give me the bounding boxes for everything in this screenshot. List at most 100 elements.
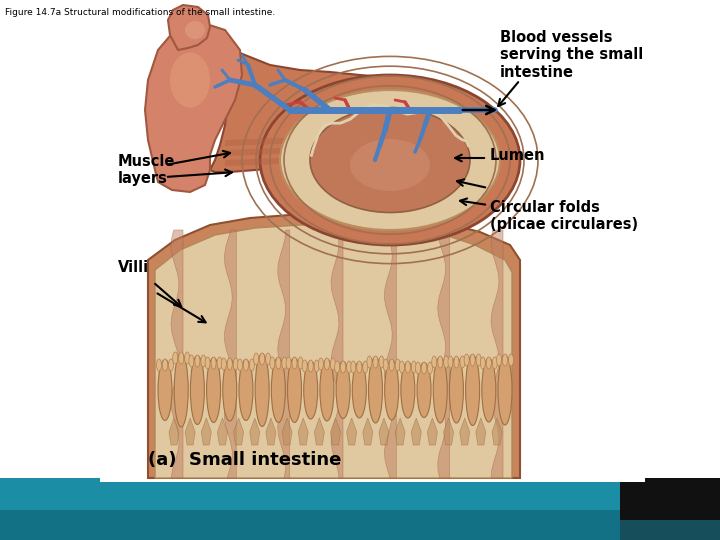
Ellipse shape xyxy=(255,354,269,427)
Ellipse shape xyxy=(195,355,200,367)
Ellipse shape xyxy=(438,356,443,368)
Ellipse shape xyxy=(464,354,469,366)
Text: Villi: Villi xyxy=(118,260,149,275)
Polygon shape xyxy=(168,5,210,50)
Ellipse shape xyxy=(367,356,372,368)
Ellipse shape xyxy=(238,359,243,371)
Ellipse shape xyxy=(379,356,384,368)
Polygon shape xyxy=(148,214,520,478)
Ellipse shape xyxy=(486,357,491,369)
Polygon shape xyxy=(315,418,324,445)
Ellipse shape xyxy=(369,357,382,423)
Ellipse shape xyxy=(373,356,378,368)
Ellipse shape xyxy=(497,354,502,366)
Ellipse shape xyxy=(460,356,465,368)
Polygon shape xyxy=(145,22,242,192)
Ellipse shape xyxy=(448,356,453,368)
Polygon shape xyxy=(210,45,460,172)
Ellipse shape xyxy=(163,359,168,371)
Ellipse shape xyxy=(470,354,475,366)
Ellipse shape xyxy=(352,362,366,418)
Polygon shape xyxy=(225,230,236,478)
Polygon shape xyxy=(225,142,448,156)
Ellipse shape xyxy=(357,361,361,373)
Ellipse shape xyxy=(228,358,233,370)
Ellipse shape xyxy=(233,358,238,370)
Polygon shape xyxy=(202,418,211,445)
Text: Circular folds
(plicae circulares): Circular folds (plicae circulares) xyxy=(490,200,638,232)
Polygon shape xyxy=(250,418,260,445)
Ellipse shape xyxy=(454,356,459,368)
Ellipse shape xyxy=(325,358,330,370)
Bar xyxy=(0,478,620,540)
Ellipse shape xyxy=(341,361,346,373)
Ellipse shape xyxy=(266,353,271,365)
Ellipse shape xyxy=(308,360,313,372)
Ellipse shape xyxy=(276,357,281,369)
Ellipse shape xyxy=(480,357,485,369)
Polygon shape xyxy=(384,230,396,478)
Polygon shape xyxy=(171,230,183,478)
Ellipse shape xyxy=(363,361,368,373)
Ellipse shape xyxy=(173,352,178,364)
Ellipse shape xyxy=(432,356,437,368)
Ellipse shape xyxy=(400,361,405,373)
Polygon shape xyxy=(492,418,502,445)
Polygon shape xyxy=(476,418,486,445)
Polygon shape xyxy=(233,418,243,445)
Ellipse shape xyxy=(270,357,275,369)
Ellipse shape xyxy=(330,358,336,370)
Ellipse shape xyxy=(185,352,189,364)
Ellipse shape xyxy=(168,359,174,371)
Ellipse shape xyxy=(320,359,334,421)
Ellipse shape xyxy=(492,357,498,369)
Polygon shape xyxy=(411,418,421,445)
Ellipse shape xyxy=(482,358,496,422)
Ellipse shape xyxy=(476,354,481,366)
Ellipse shape xyxy=(421,362,426,374)
Polygon shape xyxy=(278,230,289,478)
Ellipse shape xyxy=(411,361,416,373)
Ellipse shape xyxy=(190,355,204,424)
Polygon shape xyxy=(298,418,308,445)
Ellipse shape xyxy=(205,357,210,369)
Ellipse shape xyxy=(395,359,400,371)
Polygon shape xyxy=(363,418,373,445)
Ellipse shape xyxy=(222,359,237,421)
Polygon shape xyxy=(185,418,195,445)
Polygon shape xyxy=(438,230,450,478)
Ellipse shape xyxy=(271,357,285,422)
Polygon shape xyxy=(266,418,276,445)
Ellipse shape xyxy=(282,357,287,369)
Ellipse shape xyxy=(405,361,410,373)
Bar xyxy=(620,478,720,540)
Polygon shape xyxy=(225,132,448,146)
Polygon shape xyxy=(491,230,503,478)
Ellipse shape xyxy=(185,21,205,39)
Ellipse shape xyxy=(314,360,319,372)
Ellipse shape xyxy=(503,354,508,366)
Ellipse shape xyxy=(417,362,431,417)
Ellipse shape xyxy=(428,362,433,374)
Polygon shape xyxy=(444,418,454,445)
Polygon shape xyxy=(169,418,179,445)
Ellipse shape xyxy=(287,357,302,422)
Ellipse shape xyxy=(298,357,303,369)
Ellipse shape xyxy=(201,355,206,367)
Polygon shape xyxy=(330,418,341,445)
Ellipse shape xyxy=(466,354,480,426)
Ellipse shape xyxy=(243,359,248,371)
Ellipse shape xyxy=(260,75,520,245)
Polygon shape xyxy=(428,418,438,445)
Ellipse shape xyxy=(335,361,340,373)
Ellipse shape xyxy=(174,353,188,427)
Ellipse shape xyxy=(280,90,500,230)
Text: Muscle
layers: Muscle layers xyxy=(118,154,176,186)
Polygon shape xyxy=(395,418,405,445)
Polygon shape xyxy=(225,152,448,166)
Ellipse shape xyxy=(211,357,216,369)
Ellipse shape xyxy=(253,353,258,365)
Ellipse shape xyxy=(346,361,351,373)
Text: Lumen: Lumen xyxy=(490,147,546,163)
Ellipse shape xyxy=(304,361,318,419)
